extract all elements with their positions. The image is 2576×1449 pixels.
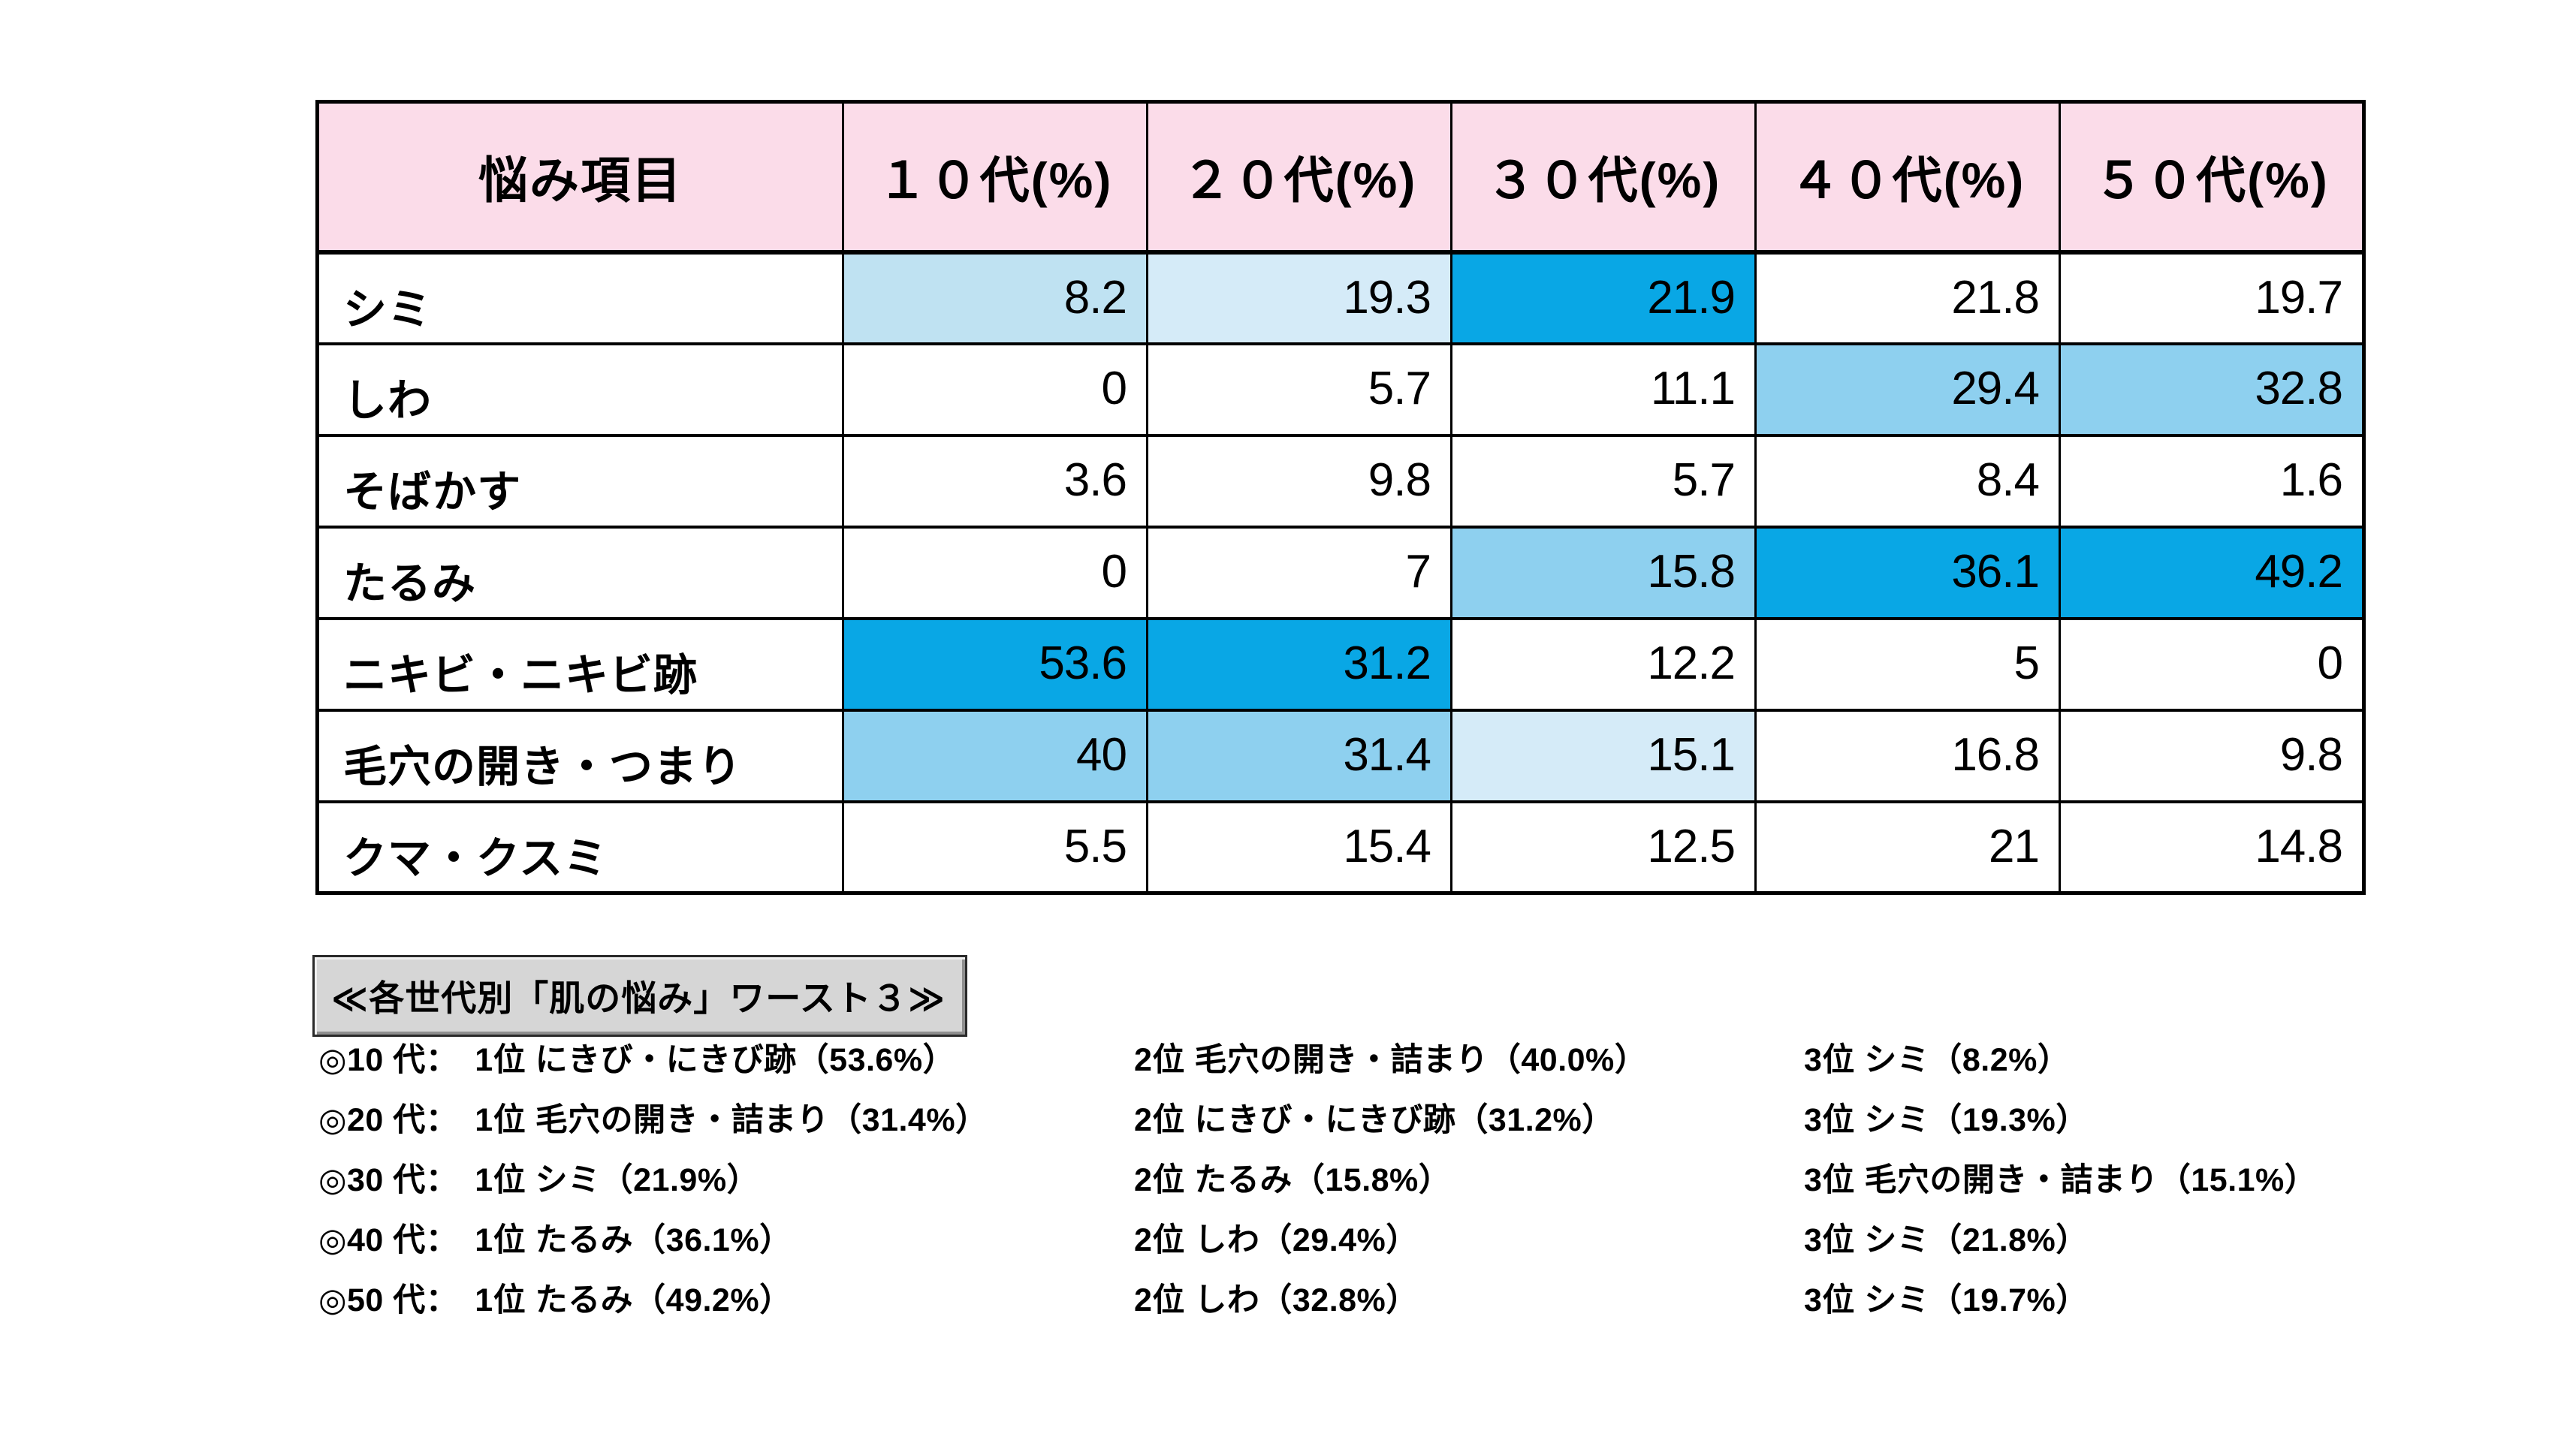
table-row-nikibi: ニキビ・ニキビ跡 53.6 31.2 12.2 5 0 [316,616,2365,712]
cell-shiwa-40s: 29.4 [1754,342,2061,437]
header-row: 悩み項目 １０代(%) ２０代(%) ３０代(%) ４０代(%) ５０代(%) [316,100,2365,255]
summary-30s-rank3: 3位 毛穴の開き・詰まり（15.1%） [1804,1162,2318,1198]
cell-sobakasu-40s: 8.4 [1754,433,2061,529]
cell-tarumi-20s: 7 [1146,525,1452,620]
cell-tarumi-50s: 49.2 [2059,525,2365,620]
table-row-shimi: シミ 8.2 19.3 21.9 21.8 19.7 [316,250,2365,345]
table-row-sobakasu: そばかす 3.6 9.8 5.7 8.4 1.6 [316,433,2365,529]
skin-concern-by-age-table: 悩み項目 １０代(%) ２０代(%) ３０代(%) ４０代(%) ５０代(%) … [315,100,2366,895]
cell-sobakasu-10s: 3.6 [842,433,1148,529]
row-label-sobakasu: そばかす [316,433,844,529]
table-row-kuma: クマ・クスミ 5.5 15.4 12.5 21 14.8 [316,800,2365,895]
worst3-title: ≪各世代別「肌の悩み」ワースト３≫ [331,978,946,1018]
cell-kuma-20s: 15.4 [1146,800,1452,895]
cell-kuma-30s: 12.5 [1450,800,1757,895]
summary-line-50s: ◎50 代： 1位 たるみ（49.2%） 2位 しわ（32.8%） 3位 シミ（… [318,1267,2564,1327]
cell-keana-40s: 16.8 [1754,708,2061,803]
summary-50s-rank1: ◎50 代： 1位 たるみ（49.2%） [318,1282,792,1318]
cell-tarumi-10s: 0 [842,525,1148,620]
cell-sobakasu-50s: 1.6 [2059,433,2365,529]
header-concern-item: 悩み項目 [316,100,844,255]
cell-keana-50s: 9.8 [2059,708,2365,803]
cell-sobakasu-20s: 9.8 [1146,433,1452,529]
cell-shiwa-50s: 32.8 [2059,342,2365,437]
summary-10s-rank2: 2位 毛穴の開き・詰まり（40.0%） [1134,1042,1648,1078]
header-50s: ５０代(%) [2059,100,2365,255]
summary-10s-rank3: 3位 シミ（8.2%） [1804,1042,2071,1078]
summary-line-40s: ◎40 代： 1位 たるみ（36.1%） 2位 しわ（29.4%） 3位 シミ（… [318,1207,2564,1267]
header-10s: １０代(%) [842,100,1148,255]
summary-20s-rank1: ◎20 代： 1位 毛穴の開き・詰まり（31.4%） [318,1102,988,1138]
summary-10s-rank1: ◎10 代： 1位 にきび・にきび跡（53.6%） [318,1042,956,1078]
cell-kuma-10s: 5.5 [842,800,1148,895]
summary-20s-rank2: 2位 にきび・にきび跡（31.2%） [1134,1102,1615,1138]
cell-nikibi-50s: 0 [2059,616,2365,712]
cell-shiwa-20s: 5.7 [1146,342,1452,437]
row-label-kuma: クマ・クスミ [316,800,844,895]
row-label-nikibi: ニキビ・ニキビ跡 [316,616,844,712]
summary-line-20s: ◎20 代： 1位 毛穴の開き・詰まり（31.4%） 2位 にきび・にきび跡（3… [318,1087,2564,1147]
summary-40s-rank1: ◎40 代： 1位 たるみ（36.1%） [318,1222,792,1258]
summary-40s-rank2: 2位 しわ（29.4%） [1134,1222,1419,1258]
cell-nikibi-20s: 31.2 [1146,616,1452,712]
row-label-shiwa: しわ [316,342,844,437]
summary-30s-rank1: ◎30 代： 1位 シミ（21.9%） [318,1162,760,1198]
summary-line-10s: ◎10 代： 1位 にきび・にきび跡（53.6%） 2位 毛穴の開き・詰まり（4… [318,1027,2564,1087]
cell-nikibi-40s: 5 [1754,616,2061,712]
row-label-tarumi: たるみ [316,525,844,620]
cell-shimi-50s: 19.7 [2059,250,2365,345]
header-30s: ３０代(%) [1450,100,1757,255]
summary-line-30s: ◎30 代： 1位 シミ（21.9%） 2位 たるみ（15.8%） 3位 毛穴の… [318,1147,2564,1207]
cell-keana-30s: 15.1 [1450,708,1757,803]
summary-30s-rank2: 2位 たるみ（15.8%） [1134,1162,1452,1198]
cell-kuma-50s: 14.8 [2059,800,2365,895]
cell-kuma-40s: 21 [1754,800,2061,895]
skin-concern-table-wrap: 悩み項目 １０代(%) ２０代(%) ３０代(%) ４０代(%) ５０代(%) … [315,100,2366,895]
cell-keana-10s: 40 [842,708,1148,803]
cell-shiwa-10s: 0 [842,342,1148,437]
cell-nikibi-30s: 12.2 [1450,616,1757,712]
worst3-title-box: ≪各世代別「肌の悩み」ワースト３≫ [312,955,968,1037]
cell-shimi-10s: 8.2 [842,250,1148,345]
summary-50s-rank2: 2位 しわ（32.8%） [1134,1282,1419,1318]
cell-shimi-20s: 19.3 [1146,250,1452,345]
cell-sobakasu-30s: 5.7 [1450,433,1757,529]
cell-tarumi-40s: 36.1 [1754,525,2061,620]
table-row-tarumi: たるみ 0 7 15.8 36.1 49.2 [316,525,2365,620]
summary-20s-rank3: 3位 シミ（19.3%） [1804,1102,2089,1138]
header-20s: ２０代(%) [1146,100,1452,255]
table-row-keana: 毛穴の開き・つまり 40 31.4 15.1 16.8 9.8 [316,708,2365,803]
cell-shiwa-30s: 11.1 [1450,342,1757,437]
summary-40s-rank3: 3位 シミ（21.8%） [1804,1222,2089,1258]
summary-50s-rank3: 3位 シミ（19.7%） [1804,1282,2089,1318]
row-label-keana: 毛穴の開き・つまり [316,708,844,803]
table-row-shiwa: しわ 0 5.7 11.1 29.4 32.8 [316,342,2365,437]
worst3-summary-list: ◎10 代： 1位 にきび・にきび跡（53.6%） 2位 毛穴の開き・詰まり（4… [318,1027,2564,1327]
cell-tarumi-30s: 15.8 [1450,525,1757,620]
cell-shimi-30s: 21.9 [1450,250,1757,345]
row-label-shimi: シミ [316,250,844,345]
cell-nikibi-10s: 53.6 [842,616,1148,712]
header-40s: ４０代(%) [1754,100,2061,255]
cell-keana-20s: 31.4 [1146,708,1452,803]
cell-shimi-40s: 21.8 [1754,250,2061,345]
